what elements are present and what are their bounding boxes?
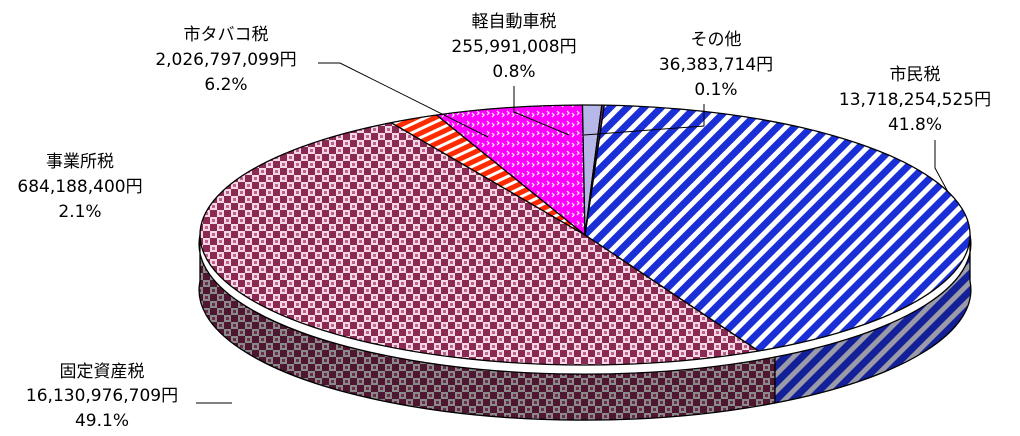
label-jigyosho-amount: 684,188,400円 [17,177,142,197]
label-tabako-amount: 2,026,797,099円 [155,50,296,70]
label-sonota-name: その他 [691,30,742,50]
label-sonota-amount: 36,383,714円 [659,55,773,75]
label-kotei-name: 固定資産税 [60,362,145,382]
label-tabako-name: 市タバコ税 [184,25,269,45]
label-jigyosho-percent: 2.1% [58,202,101,222]
label-tabako: 市タバコ税 2,026,797,099円 6.2% [155,25,296,95]
label-keijidosha-amount: 255,991,008円 [451,37,576,57]
leader-line-tabako [318,62,489,138]
leader-line-keijidosha [513,86,570,136]
label-kotei-amount: 16,130,976,709円 [26,386,178,406]
slice-kotei [199,122,760,366]
label-jigyosho: 事業所税 684,188,400円 2.1% [17,152,142,222]
label-keijidosha-name: 軽自動車税 [472,12,557,32]
leader-line-shimin [934,140,949,193]
label-shimin: 市民税 13,718,254,525円 41.8% [839,65,991,135]
label-tabako-percent: 6.2% [204,75,247,95]
label-shimin-amount: 13,718,254,525円 [839,90,991,110]
label-shimin-percent: 41.8% [888,115,942,135]
label-keijidosha-percent: 0.8% [492,62,535,82]
label-shimin-name: 市民税 [890,65,941,85]
slice-tabako [435,104,586,236]
label-kotei-percent: 49.1% [75,411,129,431]
label-jigyosho-name: 事業所税 [46,152,114,172]
leader-line-sonota [583,104,705,136]
leader-lines [196,62,949,404]
label-keijidosha: 軽自動車税 255,991,008円 0.8% [451,12,576,82]
label-kotei: 固定資産税 16,130,976,709円 49.1% [26,362,178,431]
label-sonota: その他 36,383,714円 0.1% [659,30,773,100]
side-wall-right [774,234,972,404]
slices-group [199,104,971,366]
slice-sonota [584,104,605,236]
label-sonota-percent: 0.1% [694,80,737,100]
slice-shimin [584,104,971,352]
